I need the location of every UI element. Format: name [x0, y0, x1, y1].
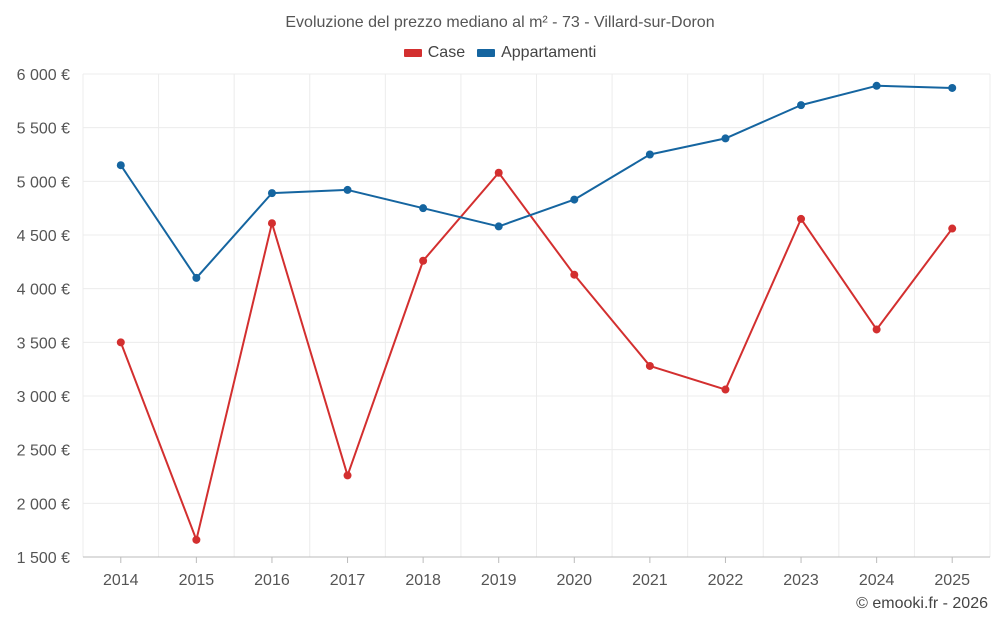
x-tick-label: 2018 [405, 572, 441, 589]
legend-item-case[interactable]: Case [403, 44, 466, 62]
data-point-case [570, 270, 579, 279]
data-point-case [797, 214, 806, 223]
x-tick-label: 2022 [708, 572, 744, 589]
data-point-appartamenti [419, 204, 428, 213]
legend-swatch-case [403, 49, 422, 57]
data-point-case [343, 471, 352, 480]
x-tick-label: 2014 [103, 572, 139, 589]
credit-text: © emooki.fr - 2026 [856, 595, 988, 612]
x-tick-label: 2024 [859, 572, 895, 589]
x-tick-label: 2023 [783, 572, 819, 589]
y-tick-label: 4 500 € [17, 228, 70, 245]
data-point-appartamenti [645, 150, 654, 159]
data-point-appartamenti [948, 83, 957, 92]
data-point-appartamenti [721, 134, 730, 143]
data-point-case [267, 219, 276, 228]
data-point-case [721, 385, 730, 394]
data-point-appartamenti [570, 195, 579, 204]
data-point-case [948, 224, 957, 233]
x-tick-label: 2015 [179, 572, 215, 589]
data-point-case [645, 361, 654, 370]
y-tick-label: 5 500 € [17, 121, 70, 138]
series-line-case [119, 171, 954, 541]
x-tick-label: 2016 [254, 572, 290, 589]
series-line-appartamenti [119, 84, 953, 279]
data-point-case [116, 338, 125, 347]
data-point-appartamenti [116, 161, 125, 170]
legend-label-case: Case [427, 44, 466, 61]
chart-title: Evoluzione del prezzo mediano al m² - 73… [285, 14, 715, 31]
x-tick-label: 2019 [481, 572, 517, 589]
data-point-appartamenti [343, 185, 352, 194]
x-tick-label: 2020 [556, 572, 592, 589]
y-tick-label: 3 000 € [17, 389, 70, 406]
data-point-appartamenti [267, 189, 276, 198]
data-point-appartamenti [797, 101, 806, 110]
y-tick-label: 5 000 € [17, 174, 70, 191]
x-tick-label: 2025 [934, 572, 970, 589]
y-tick-label: 1 500 € [17, 550, 70, 567]
legend-item-appartamenti[interactable]: Appartamenti [477, 44, 596, 62]
legend-swatch-appartamenti [477, 49, 496, 57]
legend-label-appartamenti: Appartamenti [501, 44, 597, 61]
y-tick-label: 3 500 € [17, 335, 70, 352]
data-point-appartamenti [192, 273, 201, 282]
data-point-case [419, 256, 428, 265]
data-point-case [872, 325, 881, 334]
data-point-case [192, 535, 201, 544]
x-tick-label: 2021 [632, 572, 668, 589]
y-tick-label: 2 500 € [17, 443, 70, 460]
y-tick-label: 4 000 € [17, 282, 70, 299]
y-tick-label: 2 000 € [17, 496, 70, 513]
data-point-appartamenti [872, 81, 881, 90]
y-tick-label: 6 000 € [17, 67, 70, 84]
data-point-case [494, 168, 503, 177]
x-tick-label: 2017 [330, 572, 366, 589]
data-point-appartamenti [494, 222, 503, 231]
chart-legend: Case Appartamenti [0, 44, 1000, 62]
